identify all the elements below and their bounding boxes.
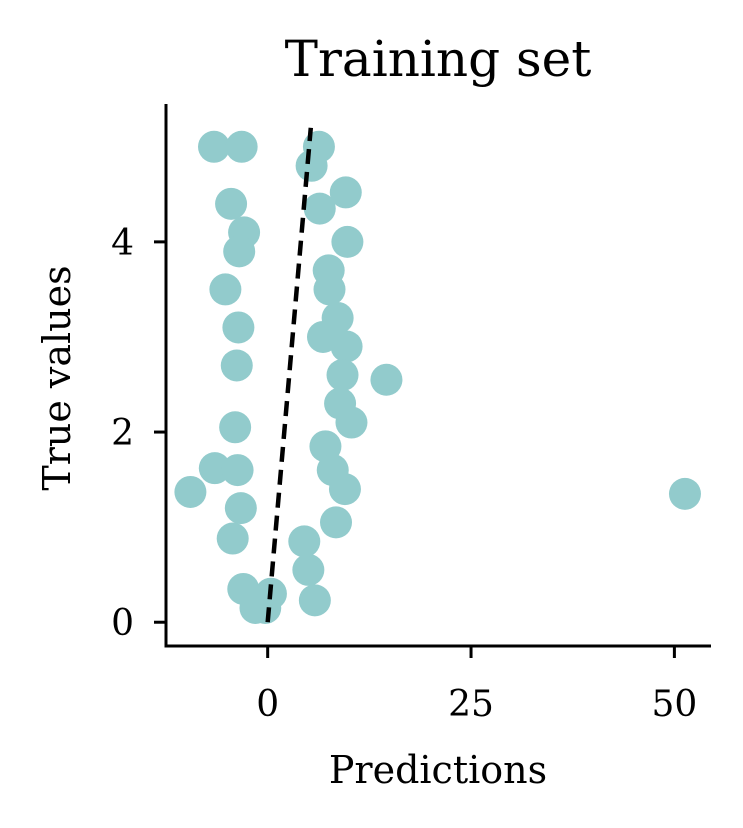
data-point bbox=[303, 192, 336, 225]
data-point bbox=[209, 273, 242, 306]
x-tick-label: 50 bbox=[651, 684, 697, 725]
data-point bbox=[331, 225, 364, 258]
x-axis-label: Predictions bbox=[329, 748, 547, 792]
data-point bbox=[215, 187, 248, 220]
data-point bbox=[668, 477, 701, 510]
x-tick-label: 0 bbox=[256, 684, 279, 725]
data-point bbox=[320, 506, 353, 539]
data-point bbox=[197, 130, 230, 163]
data-point bbox=[220, 349, 253, 382]
chart-title: Training set bbox=[285, 30, 592, 88]
y-tick-label: 0 bbox=[111, 603, 134, 644]
data-point bbox=[227, 572, 260, 605]
data-point bbox=[329, 176, 362, 209]
data-point bbox=[225, 130, 258, 163]
data-point bbox=[224, 492, 257, 525]
data-point bbox=[223, 235, 256, 268]
data-point bbox=[313, 273, 346, 306]
points-layer bbox=[174, 130, 701, 624]
data-point bbox=[216, 522, 249, 555]
fit-line bbox=[265, 127, 314, 623]
data-point bbox=[292, 553, 325, 586]
data-point bbox=[219, 411, 252, 444]
x-tick-label: 25 bbox=[448, 684, 494, 725]
data-point bbox=[316, 454, 349, 487]
data-point bbox=[306, 320, 339, 353]
data-point bbox=[222, 311, 255, 344]
y-ticks: 0 2 4 bbox=[111, 223, 166, 644]
x-ticks: 0 25 50 bbox=[256, 646, 697, 725]
y-tick-label: 2 bbox=[111, 413, 134, 454]
data-point bbox=[326, 359, 359, 391]
data-point bbox=[298, 584, 331, 617]
data-point bbox=[370, 363, 403, 396]
y-tick-label: 4 bbox=[111, 223, 134, 264]
data-point bbox=[221, 454, 254, 487]
y-axis-label: True values bbox=[35, 265, 79, 490]
data-point bbox=[324, 387, 357, 420]
data-point bbox=[288, 525, 321, 558]
data-point bbox=[174, 475, 207, 508]
data-point bbox=[295, 149, 328, 182]
